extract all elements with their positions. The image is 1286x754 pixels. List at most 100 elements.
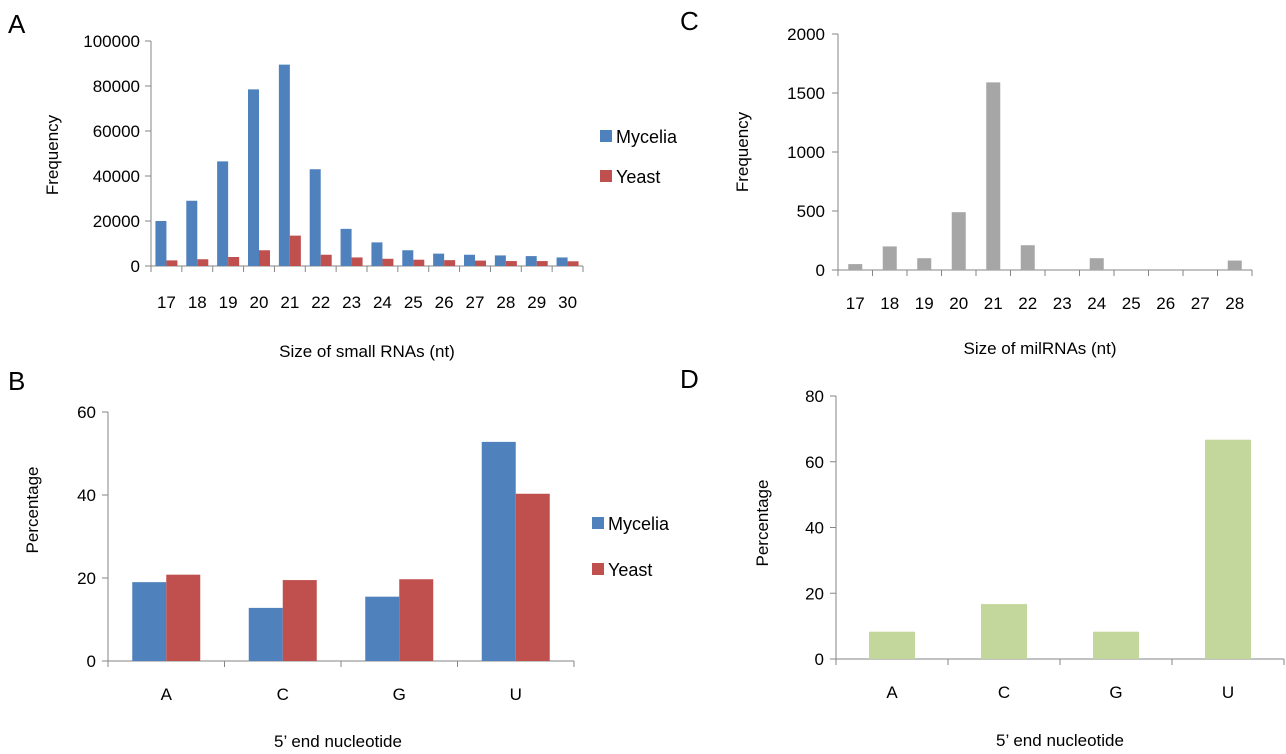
bar-mycelia-29: [525, 256, 537, 266]
bar-series-a: [869, 631, 915, 659]
y-axis-title: Percentage: [753, 480, 772, 567]
legend-swatch-yeast: [600, 170, 612, 182]
y-tick-label: 80000: [93, 77, 140, 96]
y-tick-label: 1000: [787, 143, 825, 162]
bar-yeast-30: [567, 261, 579, 266]
x-tick-label: 28: [496, 293, 515, 312]
x-tick-label: 28: [1225, 294, 1244, 313]
x-tick-label: 19: [219, 293, 238, 312]
bar-yeast-28: [505, 261, 517, 266]
bar-yeast-18: [197, 259, 209, 266]
y-tick-label: 60000: [93, 122, 140, 141]
bar-series-19: [917, 258, 932, 270]
bar-series-22: [1020, 245, 1035, 270]
legend-label-yeast: Yeast: [616, 167, 660, 187]
x-tick-label: 17: [846, 294, 865, 313]
panel-letter: C: [680, 6, 699, 36]
y-axis-title: Frequency: [43, 114, 62, 195]
bar-yeast-19: [228, 257, 240, 266]
bar-mycelia-18: [186, 200, 198, 266]
bar-mycelia-27: [464, 254, 475, 266]
x-tick-label: 27: [1191, 294, 1210, 313]
x-tick-label: 18: [880, 294, 899, 313]
x-tick-label: U: [510, 685, 522, 704]
bar-series-20: [951, 212, 966, 270]
y-tick-label: 20000: [93, 212, 140, 231]
x-axis-title: Size of small RNAs (nt): [279, 342, 455, 361]
legend-label-mycelia: Mycelia: [616, 127, 678, 147]
x-tick-label: 18: [188, 293, 207, 312]
y-axis-title: Percentage: [23, 467, 42, 554]
bar-mycelia-a: [132, 582, 167, 661]
legend-label-mycelia: Mycelia: [608, 514, 670, 534]
x-tick-label: 17: [157, 293, 176, 312]
y-tick-label: 2000: [787, 25, 825, 44]
bar-yeast-26: [444, 260, 456, 266]
x-tick-label: 25: [1122, 294, 1141, 313]
bar-mycelia-23: [340, 228, 352, 266]
y-tick-label: 0: [816, 261, 825, 280]
bar-yeast-23: [351, 257, 363, 266]
y-tick-label: 60: [805, 453, 824, 472]
x-tick-label: 21: [280, 293, 299, 312]
legend-swatch-yeast: [592, 563, 604, 575]
x-tick-label: C: [998, 683, 1010, 702]
bar-mycelia-u: [481, 441, 516, 661]
y-tick-label: 1500: [787, 84, 825, 103]
y-tick-label: 80: [805, 387, 824, 406]
bar-yeast-c: [282, 580, 317, 661]
legend-label-yeast: Yeast: [608, 560, 652, 580]
bar-mycelia-19: [217, 161, 229, 266]
bar-series-21: [986, 82, 1001, 270]
x-tick-label: 26: [1156, 294, 1175, 313]
bar-yeast-20: [259, 250, 270, 266]
bar-mycelia-17: [155, 221, 167, 266]
chart-panel-a: A 0 20000 40000 60000 80000 100000 17 18 19 20 21 22…: [8, 9, 678, 361]
bar-series-u: [1205, 439, 1251, 659]
bar-mycelia-21: [278, 64, 290, 266]
x-tick-label: 30: [558, 293, 577, 312]
bar-mycelia-20: [248, 89, 259, 266]
bar-series-18: [882, 246, 897, 270]
x-tick-label: A: [161, 685, 173, 704]
x-tick-label: G: [393, 685, 406, 704]
bar-mycelia-24: [371, 242, 383, 266]
x-tick-label: 21: [984, 294, 1003, 313]
chart-panel-b: B 0 20 40 60 A C G U 5’ end nucleotide Percentage M…: [8, 366, 670, 751]
x-tick-label: 23: [1053, 294, 1072, 313]
chart-panel-d: D 0 20 40 60 80 A C G U 5’ end nucleotide Percentag…: [680, 364, 1285, 750]
x-tick-label: U: [1222, 683, 1234, 702]
bar-mycelia-c: [248, 607, 283, 661]
y-tick-label: 40000: [93, 167, 140, 186]
bar-yeast-24: [382, 258, 394, 266]
y-axis-title: Frequency: [733, 111, 752, 192]
x-tick-label: 25: [404, 293, 423, 312]
y-tick-label: 40: [805, 519, 824, 538]
x-tick-label: 23: [342, 293, 361, 312]
y-tick-label: 20: [77, 569, 96, 588]
bar-yeast-a: [166, 574, 201, 661]
y-tick-label: 100000: [83, 32, 140, 51]
legend-swatch-mycelia: [592, 517, 604, 529]
x-tick-label: A: [886, 683, 898, 702]
bar-yeast-g: [399, 579, 434, 661]
y-tick-label: 40: [77, 486, 96, 505]
x-tick-label: 22: [1018, 294, 1037, 313]
y-tick-label: 0: [87, 652, 96, 671]
bar-series-24: [1089, 258, 1104, 270]
x-tick-label: 24: [1087, 294, 1106, 313]
panel-letter: B: [8, 366, 25, 396]
bar-mycelia-26: [433, 253, 445, 266]
y-tick-label: 60: [77, 403, 96, 422]
x-tick-label: C: [277, 685, 289, 704]
x-tick-label: G: [1109, 683, 1122, 702]
bar-mycelia-25: [402, 250, 414, 266]
x-axis-title: 5’ end nucleotide: [274, 732, 402, 751]
bar-series-28: [1227, 260, 1242, 270]
chart-panel-c: C 0 500 1000 1500 2000 17 18 19 20 21 22 23 24 25 26 27 2…: [680, 6, 1253, 358]
x-axis-title: 5’ end nucleotide: [996, 731, 1124, 750]
x-tick-label: 20: [949, 294, 968, 313]
bar-series-g: [1093, 631, 1139, 659]
bar-yeast-22: [320, 254, 332, 266]
